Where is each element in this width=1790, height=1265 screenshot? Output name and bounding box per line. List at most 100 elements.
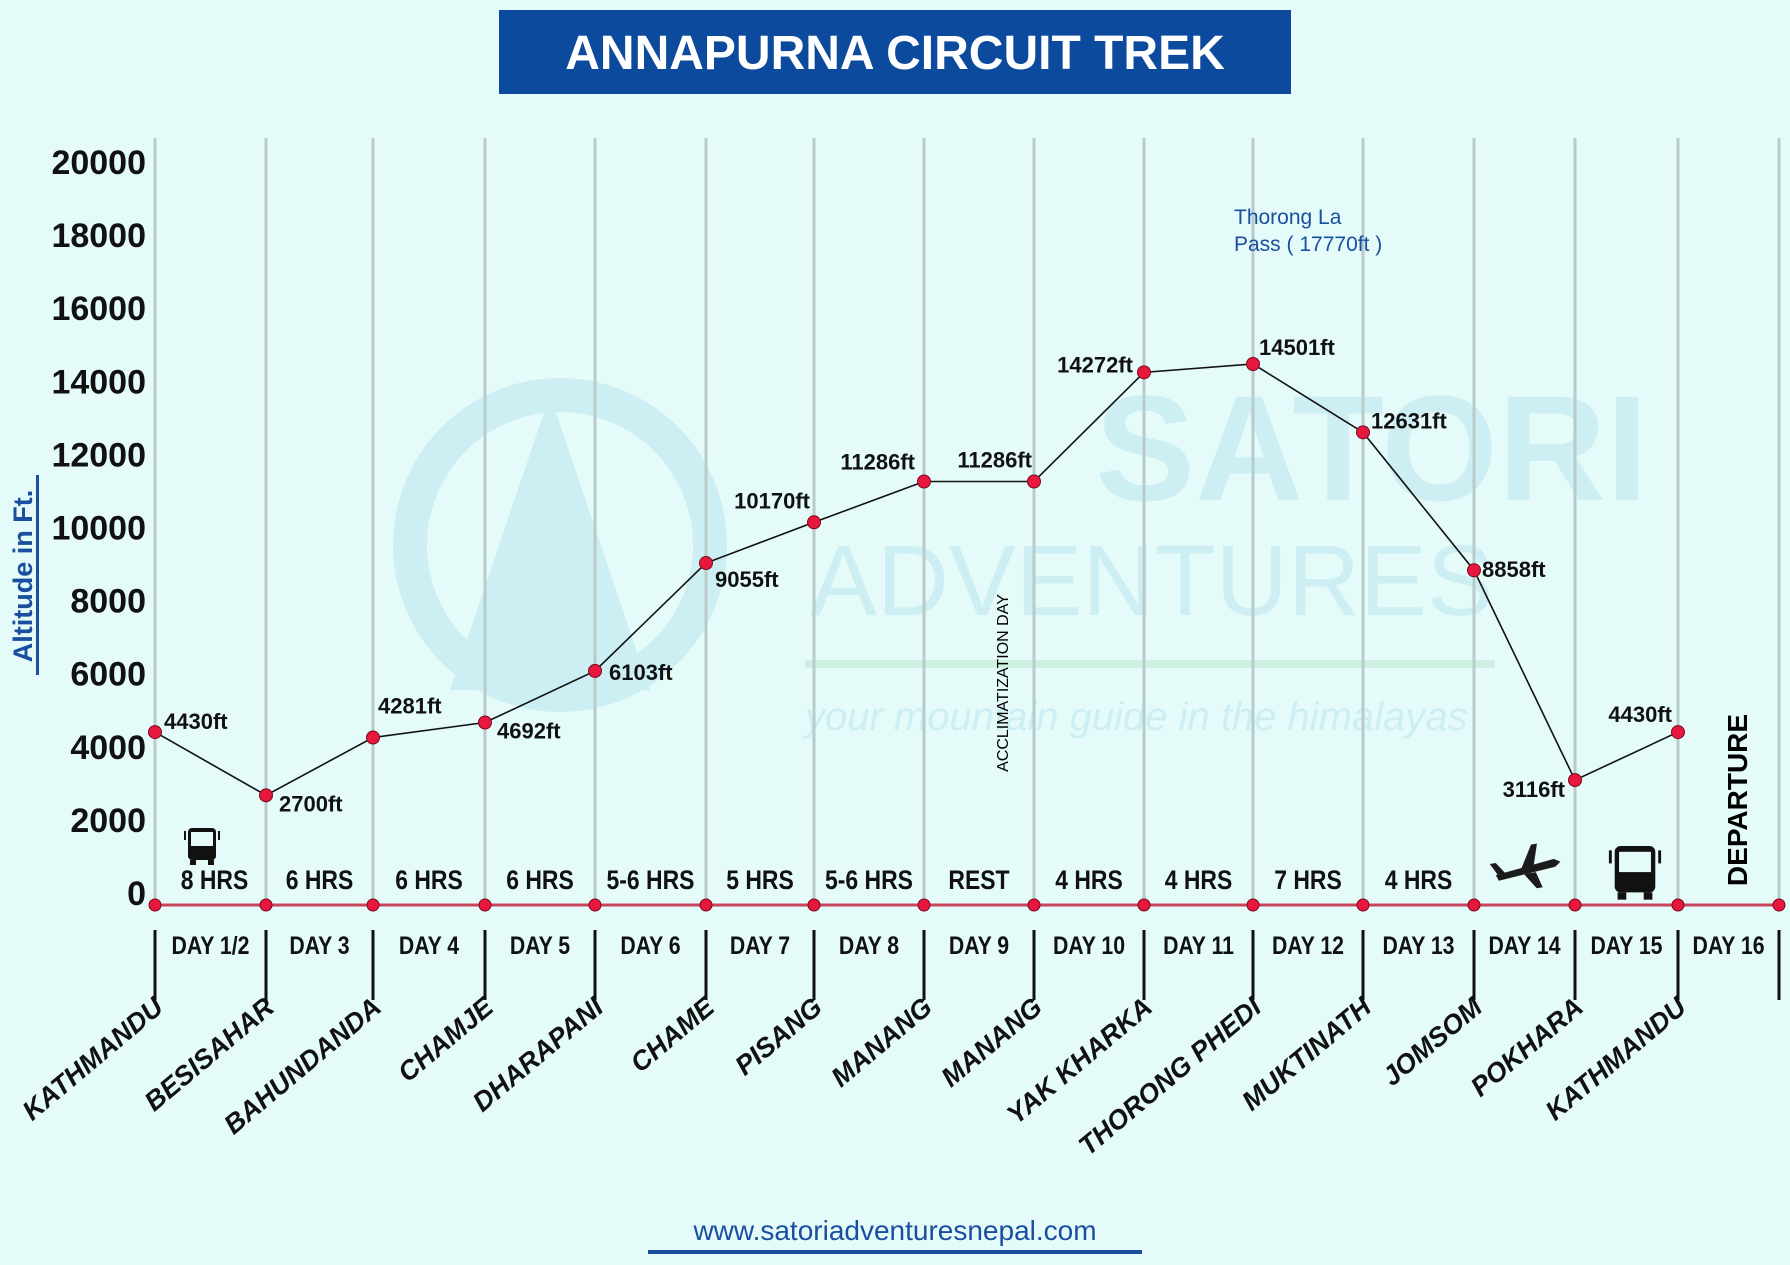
altitude-point	[699, 556, 713, 571]
day-label: DAY 6	[620, 931, 680, 959]
day-label: DAY 13	[1382, 931, 1454, 959]
altitude-point	[1356, 425, 1370, 440]
duration-label: 8 HRS	[181, 865, 249, 895]
bus-wheel	[1643, 892, 1653, 900]
location-label: PISANG	[729, 992, 828, 1082]
bus-wheel	[190, 860, 196, 865]
altitude-value-label: 4692ft	[497, 719, 561, 744]
y-tick-label: 6000	[70, 656, 146, 694]
altitude-value-label: 3116ft	[1503, 777, 1566, 802]
altitude-point	[1137, 365, 1151, 380]
watermark-tagline: your mountain guide in the himalayas	[802, 695, 1468, 739]
bus-window	[191, 832, 213, 846]
altitude-point	[1671, 725, 1685, 740]
day-label: DAY 9	[949, 931, 1009, 959]
bus-window	[1619, 851, 1651, 873]
duration-label: 6 HRS	[506, 865, 574, 895]
plane-shape	[1489, 843, 1561, 889]
baseline-point	[478, 898, 492, 912]
altitude-point	[588, 663, 602, 678]
altitude-value-label: 14501ft	[1259, 335, 1336, 360]
website-underline	[648, 1250, 1142, 1254]
location-label: KATHMANDU	[17, 991, 170, 1126]
altitude-value-label: 2700ft	[279, 791, 343, 816]
website-link[interactable]: www.satoriadventuresnepal.com	[692, 1215, 1096, 1246]
y-axis-label-underline	[36, 475, 39, 675]
baseline-point	[1467, 898, 1481, 912]
departure-annotation: DEPARTURE	[1722, 714, 1753, 886]
bus-mirror	[1658, 850, 1662, 864]
altitude-value-label: 6103ft	[609, 660, 673, 685]
location-label: MANANG	[825, 992, 937, 1093]
day-label: DAY 1/2	[172, 931, 250, 959]
baseline-point	[259, 898, 273, 912]
baseline-point	[1671, 898, 1685, 912]
location-label: CHAME	[625, 991, 721, 1078]
bus-mirror	[1608, 850, 1612, 864]
day-label: DAY 15	[1590, 931, 1662, 959]
pass-annotation-line2: Pass ( 17770ft )	[1234, 233, 1382, 256]
altitude-value-label: 8858ft	[1482, 557, 1546, 582]
bus-wheel	[208, 860, 214, 865]
day-label: DAY 16	[1692, 931, 1764, 959]
bus-mirror	[184, 831, 186, 840]
baseline-point	[148, 898, 162, 912]
bus-mirror	[218, 831, 220, 840]
day-label: DAY 8	[839, 931, 899, 959]
plane-icon	[1489, 843, 1561, 889]
y-tick-label: 14000	[51, 363, 146, 401]
altitude-value-label: 9055ft	[715, 567, 779, 592]
chart-title: ANNAPURNA CIRCUIT TREK	[565, 27, 1225, 80]
day-label: DAY 4	[399, 931, 459, 959]
baseline-point	[1772, 898, 1786, 912]
duration-label: 6 HRS	[286, 865, 354, 895]
y-tick-label: 20000	[51, 144, 146, 182]
duration-label: 5 HRS	[726, 865, 794, 895]
day-label: DAY 14	[1488, 931, 1560, 959]
y-tick-label: 2000	[70, 802, 146, 840]
pass-annotation-line1: Thorong La	[1234, 206, 1342, 229]
baseline-point	[366, 898, 380, 912]
altitude-value-label: 4430ft	[164, 709, 228, 734]
duration-label: 6 HRS	[395, 865, 463, 895]
baseline-point	[807, 898, 821, 912]
duration-label: 4 HRS	[1385, 865, 1453, 895]
location-label: THORONG PHEDI	[1073, 991, 1267, 1161]
y-tick-label: 10000	[51, 510, 146, 548]
altitude-value-label: 10170ft	[734, 488, 811, 513]
altitude-value-label: 4430ft	[1608, 702, 1672, 727]
acclimatization-annotation: ACCLIMATIZATION DAY	[995, 594, 1012, 772]
duration-label: 4 HRS	[1165, 865, 1233, 895]
baseline-point	[1356, 898, 1370, 912]
y-tick-label: 8000	[70, 583, 146, 621]
bus-icon	[1608, 846, 1662, 900]
altitude-point	[1568, 773, 1582, 788]
day-label: DAY 7	[730, 931, 790, 959]
day-label: DAY 5	[510, 931, 570, 959]
location-label: MANANG	[935, 992, 1047, 1093]
altitude-point	[259, 788, 273, 803]
baseline-point	[1246, 898, 1260, 912]
duration-label: 5-6 HRS	[825, 865, 913, 895]
baseline-point	[1137, 898, 1151, 912]
altitude-value-label: 11286ft	[957, 447, 1032, 472]
bus-icon	[184, 828, 220, 865]
y-tick-label: 18000	[51, 217, 146, 255]
y-tick-label: 4000	[70, 729, 146, 767]
altitude-point	[478, 715, 492, 730]
altitude-point	[1027, 474, 1041, 489]
watermark-brand: SATORI	[1095, 364, 1648, 532]
baseline-point	[699, 898, 713, 912]
altitude-point	[807, 515, 821, 530]
baseline-point	[917, 898, 931, 912]
y-tick-label: 12000	[51, 436, 146, 474]
y-tick-label: 0	[127, 875, 146, 913]
baseline-point	[588, 898, 602, 912]
altitude-point	[1246, 356, 1260, 371]
location-label: CHAMJE	[392, 991, 499, 1088]
y-axis-label: Altitude in Ft.	[8, 490, 38, 662]
day-label: DAY 10	[1053, 931, 1125, 959]
altitude-point	[917, 474, 931, 489]
